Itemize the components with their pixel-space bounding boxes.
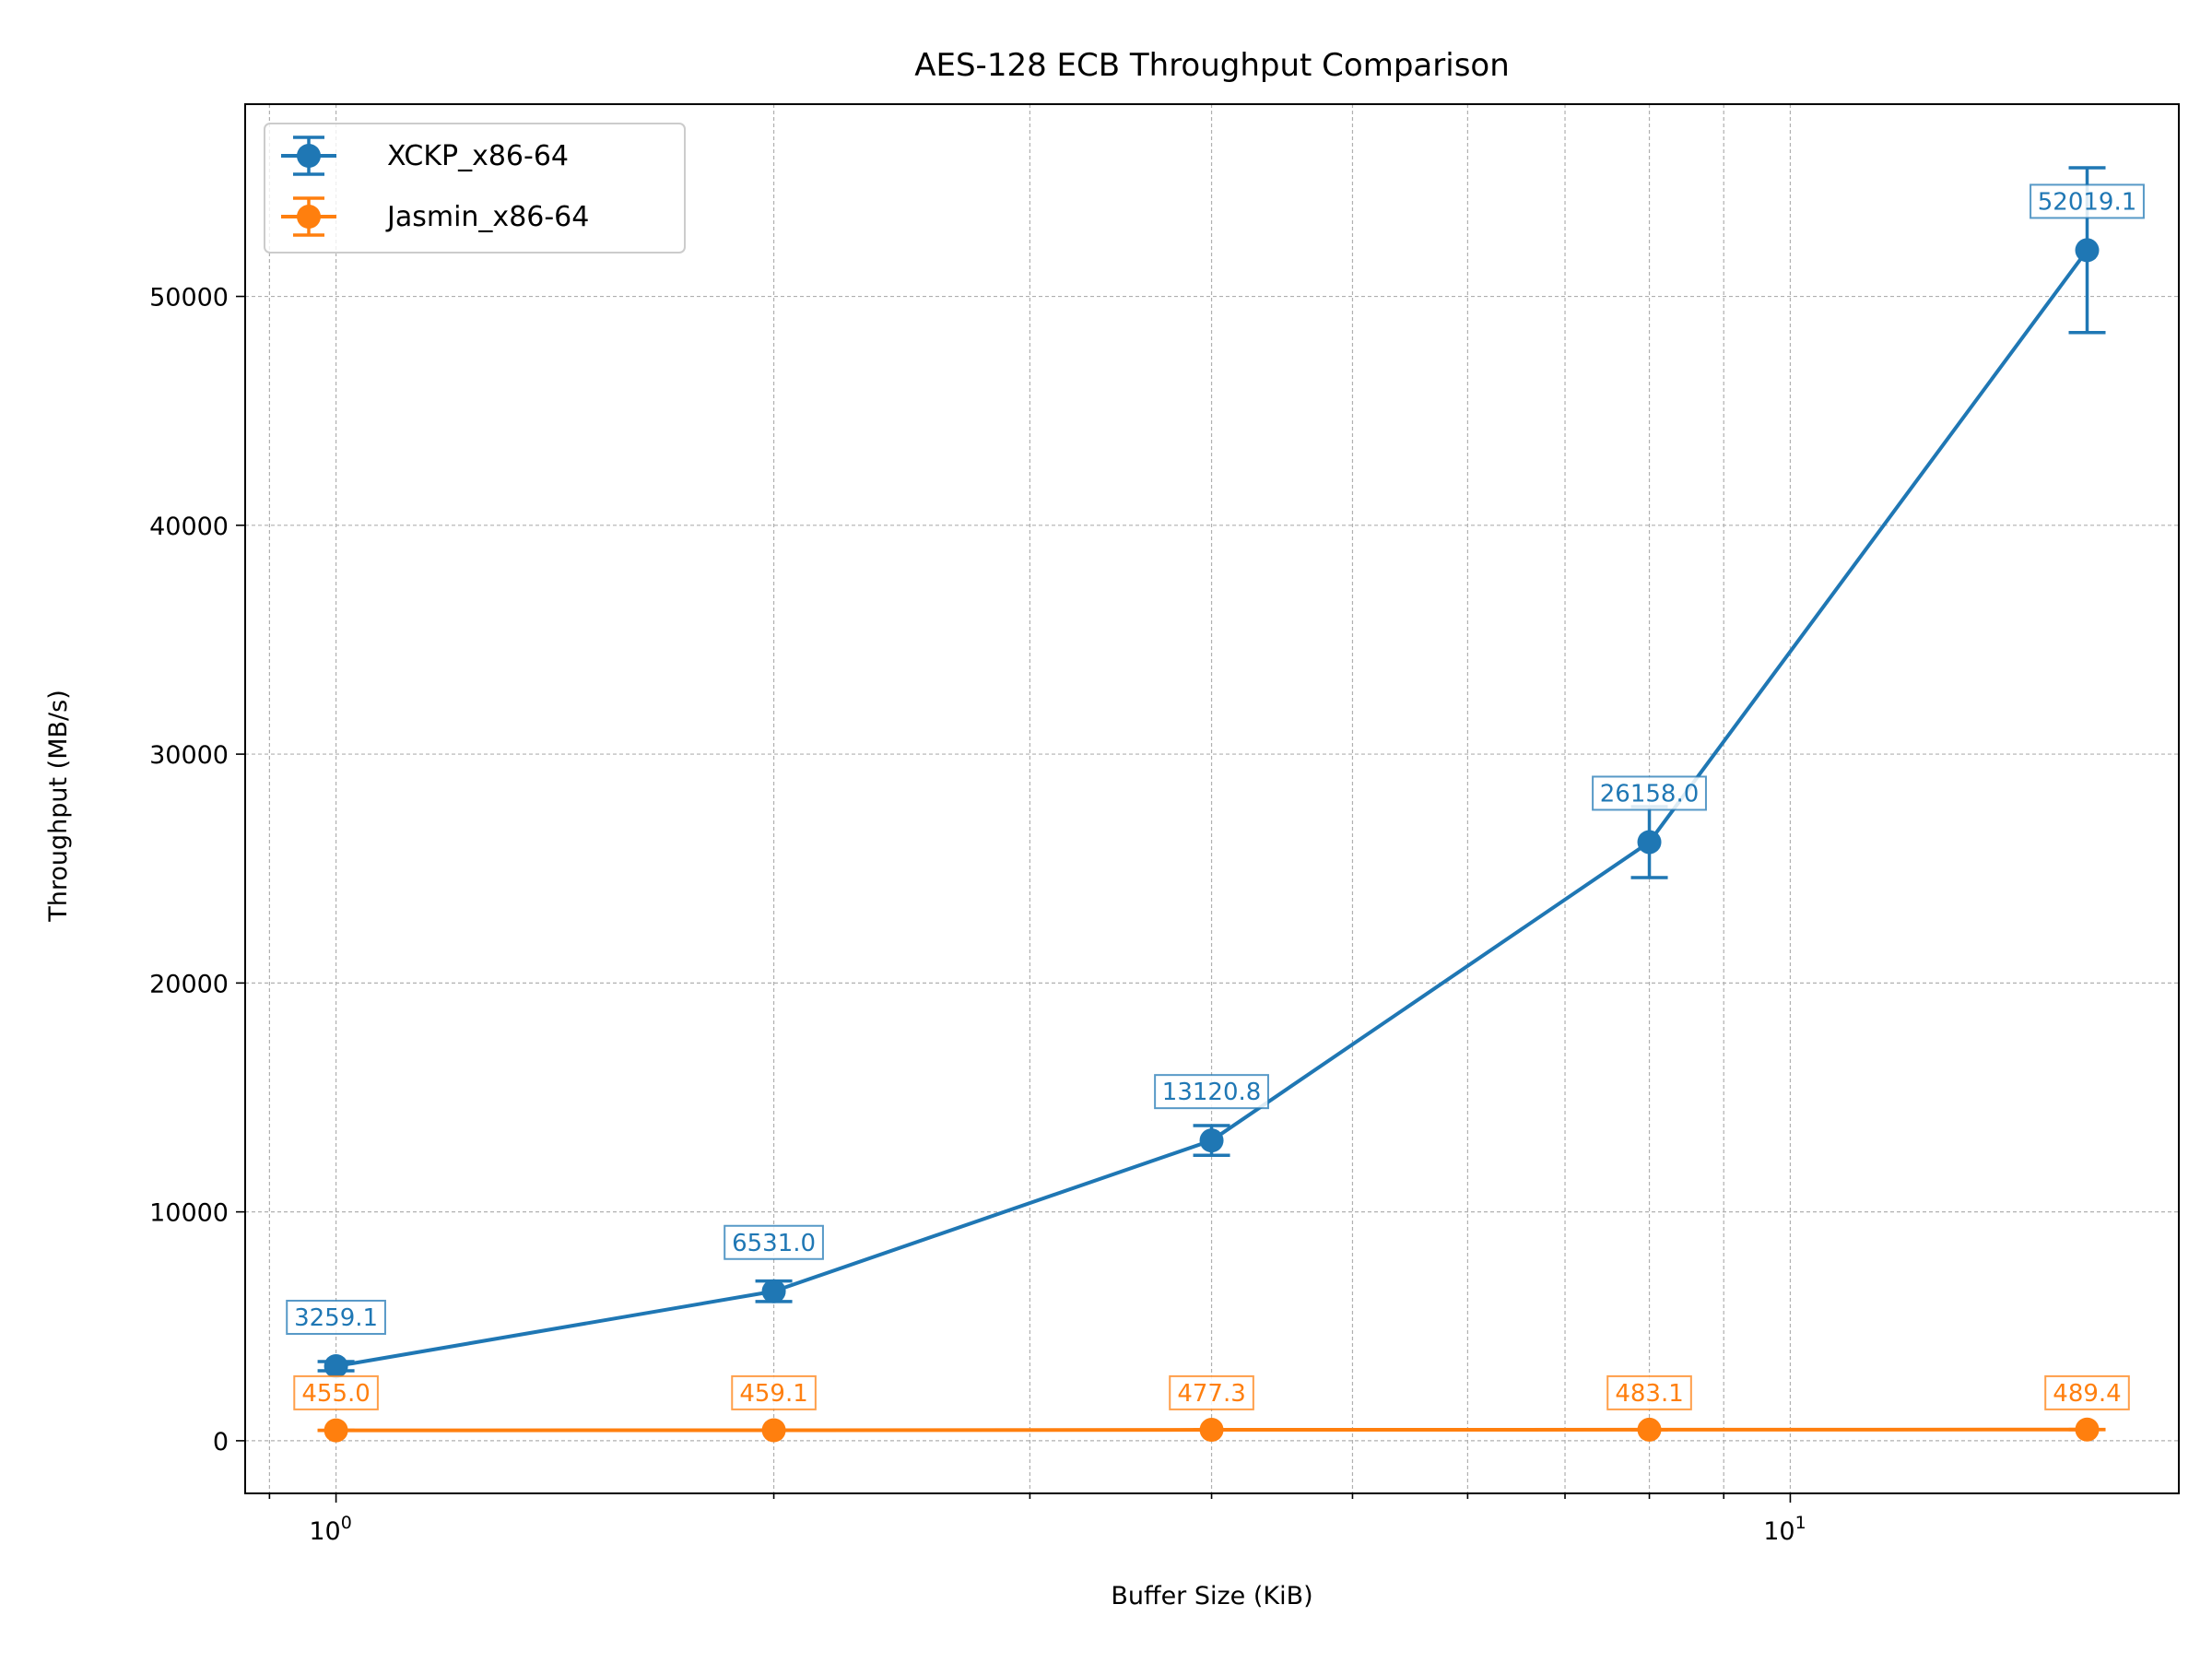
legend-marker [297, 205, 321, 229]
legend-label: Jasmin_x86-64 [385, 201, 589, 233]
data-point [1637, 1417, 1662, 1442]
data-label-box [2044, 1374, 2130, 1410]
data-point [2075, 1417, 2100, 1442]
data-point [324, 1418, 348, 1443]
data-label-box [1154, 1074, 1269, 1110]
data-point [761, 1418, 786, 1443]
y-tick-label: 40000 [149, 513, 229, 541]
legend: XCKP_x86-64 Jasmin_x86-64 [264, 123, 686, 254]
data-label: 3259.1 [294, 1304, 378, 1332]
data-label-box [286, 1299, 386, 1335]
y-tick-label: 0 [213, 1428, 229, 1457]
y-tick-label: 50000 [149, 284, 229, 313]
legend-box [264, 123, 686, 254]
data-label: 6531.0 [732, 1230, 816, 1257]
data-point [1199, 1128, 1224, 1153]
y-tick-label: 10000 [149, 1199, 229, 1228]
data-label-box [724, 1224, 824, 1260]
data-label: 455.0 [301, 1380, 370, 1408]
data-series [317, 166, 2106, 1443]
data-label-box [293, 1374, 379, 1410]
data-label: 477.3 [1177, 1380, 1245, 1408]
x-tick-label: 101 [1763, 1513, 1806, 1546]
grid-lines [245, 104, 2179, 1493]
data-label: 483.1 [1615, 1380, 1683, 1408]
legend-marker [297, 144, 321, 168]
axes: 100 101 0 10000 20000 30000 40000 50000 [149, 103, 2180, 1546]
y-tick-label: 20000 [149, 970, 229, 998]
data-label-box [1606, 1374, 1692, 1410]
data-point [761, 1279, 786, 1303]
legend-label: XCKP_x86-64 [387, 140, 569, 172]
plot-frame [244, 103, 2180, 1494]
data-label: 26158.0 [1600, 780, 1700, 808]
data-point [1637, 830, 1662, 855]
data-label-box [1592, 775, 1707, 811]
y-axis-label: Throughput (MB/s) [44, 690, 73, 922]
data-label-box [731, 1374, 817, 1410]
data-label: 52019.1 [2038, 188, 2137, 216]
data-point [1199, 1418, 1224, 1443]
data-label: 13120.8 [1162, 1079, 1262, 1106]
data-labels: 3259.1 6531.0 13120.8 26158.0 52019.1 455.0 45… [286, 183, 2145, 1410]
data-point [324, 1353, 348, 1378]
data-point [2075, 238, 2100, 263]
y-tick-label: 30000 [149, 741, 229, 770]
data-label-box [1169, 1374, 1254, 1410]
chart-title: AES-128 ECB Throughput Comparison [914, 47, 1510, 84]
data-label-box [2030, 183, 2145, 219]
x-axis-label: Buffer Size (KiB) [1111, 1582, 1312, 1610]
x-tick-label: 100 [309, 1513, 351, 1546]
data-label: 459.1 [739, 1380, 807, 1408]
data-label: 489.4 [2053, 1380, 2121, 1408]
